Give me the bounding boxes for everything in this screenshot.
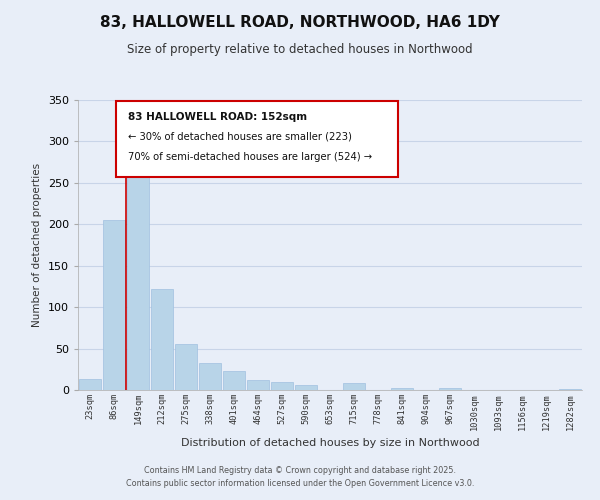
- Text: 70% of semi-detached houses are larger (524) →: 70% of semi-detached houses are larger (…: [128, 152, 373, 162]
- Text: Size of property relative to detached houses in Northwood: Size of property relative to detached ho…: [127, 42, 473, 56]
- Bar: [175, 344, 197, 390]
- Bar: [271, 382, 293, 390]
- Text: ← 30% of detached houses are smaller (223): ← 30% of detached houses are smaller (22…: [128, 132, 352, 142]
- Text: 83, HALLOWELL ROAD, NORTHWOOD, HA6 1DY: 83, HALLOWELL ROAD, NORTHWOOD, HA6 1DY: [100, 15, 500, 30]
- Bar: [79, 379, 101, 390]
- Bar: [151, 289, 173, 390]
- Bar: [199, 362, 221, 390]
- Bar: [223, 371, 245, 390]
- FancyBboxPatch shape: [116, 102, 398, 177]
- Bar: [127, 172, 149, 390]
- Bar: [391, 388, 413, 390]
- Bar: [559, 389, 581, 390]
- Text: Contains HM Land Registry data © Crown copyright and database right 2025.
Contai: Contains HM Land Registry data © Crown c…: [126, 466, 474, 487]
- X-axis label: Distribution of detached houses by size in Northwood: Distribution of detached houses by size …: [181, 438, 479, 448]
- Bar: [343, 384, 365, 390]
- Bar: [439, 388, 461, 390]
- Y-axis label: Number of detached properties: Number of detached properties: [32, 163, 42, 327]
- Bar: [103, 220, 125, 390]
- Bar: [295, 385, 317, 390]
- Bar: [247, 380, 269, 390]
- Text: 83 HALLOWELL ROAD: 152sqm: 83 HALLOWELL ROAD: 152sqm: [128, 112, 308, 122]
